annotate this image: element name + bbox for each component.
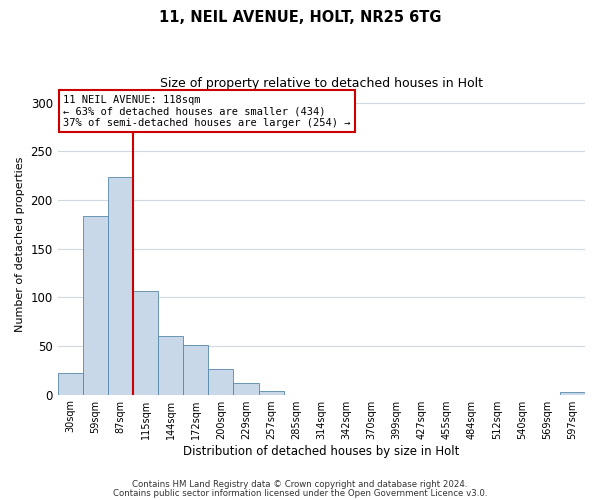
Text: 11, NEIL AVENUE, HOLT, NR25 6TG: 11, NEIL AVENUE, HOLT, NR25 6TG bbox=[159, 10, 441, 25]
Bar bbox=[133, 290, 158, 395]
Bar bbox=[208, 370, 233, 394]
Bar bbox=[560, 392, 585, 394]
Bar bbox=[158, 336, 183, 394]
X-axis label: Distribution of detached houses by size in Holt: Distribution of detached houses by size … bbox=[183, 444, 460, 458]
Bar bbox=[259, 390, 284, 394]
Text: 11 NEIL AVENUE: 118sqm
← 63% of detached houses are smaller (434)
37% of semi-de: 11 NEIL AVENUE: 118sqm ← 63% of detached… bbox=[63, 94, 350, 128]
Bar bbox=[83, 216, 108, 394]
Bar bbox=[233, 383, 259, 394]
Title: Size of property relative to detached houses in Holt: Size of property relative to detached ho… bbox=[160, 78, 483, 90]
Text: Contains HM Land Registry data © Crown copyright and database right 2024.: Contains HM Land Registry data © Crown c… bbox=[132, 480, 468, 489]
Bar bbox=[108, 176, 133, 394]
Text: Contains public sector information licensed under the Open Government Licence v3: Contains public sector information licen… bbox=[113, 489, 487, 498]
Bar bbox=[183, 345, 208, 395]
Y-axis label: Number of detached properties: Number of detached properties bbox=[15, 156, 25, 332]
Bar bbox=[58, 373, 83, 394]
